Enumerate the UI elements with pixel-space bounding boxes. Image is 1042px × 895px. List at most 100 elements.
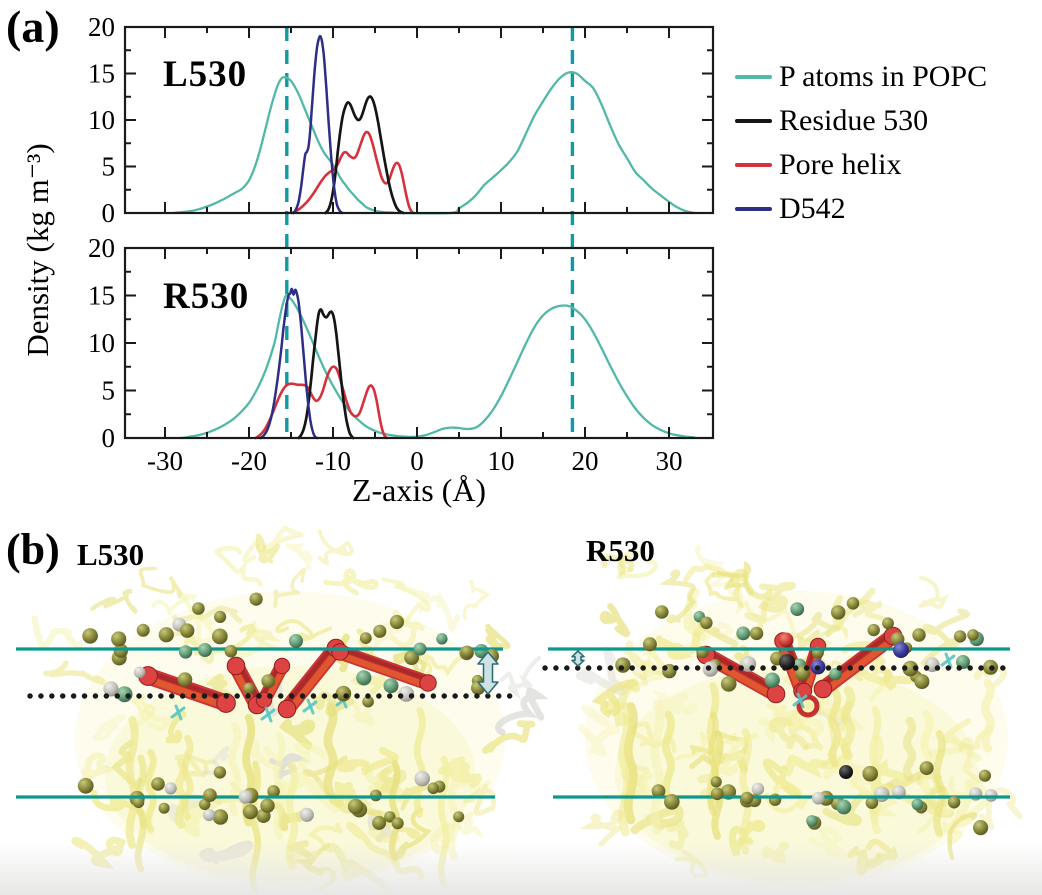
protein-helix-ribbon	[920, 710, 934, 795]
legend-label: Pore helix	[779, 148, 902, 181]
legend-item-pore-helix: Pore helix	[735, 143, 987, 187]
plot-label-l530: L530	[163, 54, 248, 95]
phosphorus-atom-sphere	[113, 643, 128, 658]
protein-ribbon	[205, 673, 233, 701]
phosphorus-atom-sphere	[133, 666, 146, 679]
phosphorus-atom-sphere	[720, 676, 737, 692]
protein-ribbon	[438, 756, 483, 789]
phosphorus-atom-sphere	[224, 644, 238, 658]
protein-ribbon	[419, 650, 477, 678]
protein-ribbon	[978, 786, 1023, 830]
protein-ribbon	[378, 764, 407, 794]
protein-ribbon	[927, 730, 982, 762]
protein-ribbon	[285, 543, 313, 570]
protein-ribbon	[462, 579, 491, 621]
phosphorus-atom-sphere	[740, 791, 754, 805]
phosphorus-atom-sphere	[710, 776, 722, 788]
protein-ribbon	[390, 609, 426, 649]
phosphorus-atom-sphere	[199, 798, 211, 811]
phosphorus-atom-sphere	[831, 605, 846, 620]
protein-body	[615, 666, 978, 882]
legend-item-d542: D542	[735, 187, 987, 231]
x-tick-label: -10	[315, 446, 351, 476]
y-tick-label: 0	[102, 198, 116, 228]
md-snapshot-L530	[16, 525, 549, 895]
protein-ribbon	[242, 525, 304, 564]
residue-stick	[796, 692, 805, 709]
pore-helix-highlight	[821, 635, 898, 695]
protein-ribbon	[601, 553, 635, 576]
phosphorus-atom-sphere	[238, 790, 253, 804]
protein-helix-ribbon	[981, 678, 995, 753]
pore-helix-highlight	[286, 646, 342, 715]
phosphorus-atom-sphere	[82, 628, 98, 644]
protein-helix-ribbon	[828, 687, 842, 768]
protein-ribbon	[941, 808, 973, 846]
protein-ribbon	[351, 699, 375, 727]
protein-ribbon	[655, 625, 707, 660]
phosphorus-atom-sphere	[372, 815, 387, 830]
protein-ribbon	[90, 588, 138, 614]
protein-helix-ribbon	[618, 701, 633, 837]
protein-ribbon	[757, 581, 796, 613]
density-plots: 0 5 10 15 20 0 5 10 15 20 -30 -20 -10 0 10 20 30	[88, 12, 715, 476]
protein-ribbon	[255, 533, 281, 564]
offset-double-arrow	[477, 651, 499, 695]
phosphorus-atom-sphere	[700, 616, 713, 630]
phosphorus-atom-sphere	[242, 804, 258, 820]
legend-swatch-popc	[735, 75, 772, 79]
phosphorus-atom-sphere	[829, 667, 842, 681]
phosphorus-atom-sphere	[461, 645, 474, 659]
protein-ribbon	[394, 582, 461, 632]
protein-ribbon	[847, 655, 886, 702]
protein-ribbon	[482, 720, 536, 754]
legend-swatch-d542	[735, 207, 772, 211]
phosphorus-atom-sphere	[103, 681, 119, 697]
phosphorus-atom-sphere	[299, 807, 314, 822]
x-axis-title: Z-axis (Å)	[351, 472, 487, 508]
protein-ribbon	[323, 568, 379, 596]
protein-helix-ribbon	[181, 734, 194, 821]
scene-label-l530: L530	[77, 537, 145, 572]
legend-item-residue530: Residue 530	[735, 99, 987, 143]
protein-ribbon	[639, 646, 666, 686]
phosphorus-atom-sphere	[919, 761, 934, 776]
protein-ribbon	[214, 545, 263, 587]
protein-ribbon	[704, 572, 744, 608]
protein-ribbon	[275, 619, 333, 642]
protein-ribbon	[131, 707, 172, 731]
protein-ribbon	[495, 687, 549, 736]
phosphorus-atom-sphere	[356, 670, 372, 686]
protein-helix-ribbon	[273, 732, 286, 840]
legend-item-popc: P atoms in POPC	[735, 55, 987, 99]
phosphorus-atom-sphere	[136, 623, 150, 637]
protein-ribbon	[674, 731, 737, 761]
phosphorus-atom-sphere	[790, 602, 805, 616]
legend-label: P atoms in POPC	[779, 60, 988, 93]
pore-helix-cap	[226, 656, 246, 676]
phosphorus-atom-sphere	[664, 794, 680, 810]
phosphorus-atom-sphere	[77, 777, 94, 794]
pore-helix-loop	[796, 694, 820, 718]
protein-ribbon	[138, 566, 183, 599]
protein-ribbon	[712, 732, 759, 776]
phosphorus-atom-sphere	[158, 802, 170, 814]
phosphorus-atom-sphere	[178, 645, 193, 659]
y-tick-label: 20	[88, 12, 115, 42]
protein-ribbon	[449, 811, 485, 839]
series-pore_helix	[290, 130, 415, 215]
protein-helix-ribbon	[871, 734, 884, 835]
y-tick-label: 20	[88, 233, 115, 263]
phosphorus-atom-sphere	[749, 626, 764, 641]
residue-stick	[264, 706, 273, 723]
protein-ribbon	[716, 560, 754, 596]
protein-ribbon	[697, 621, 739, 651]
protein-ribbon	[485, 623, 511, 653]
phosphorus-atom-sphere	[164, 782, 177, 795]
phosphorus-atom-sphere	[651, 784, 666, 798]
x-tick-label: 0	[410, 446, 424, 476]
protein-ribbon	[381, 577, 431, 627]
phosphorus-atom-sphere	[362, 695, 374, 708]
